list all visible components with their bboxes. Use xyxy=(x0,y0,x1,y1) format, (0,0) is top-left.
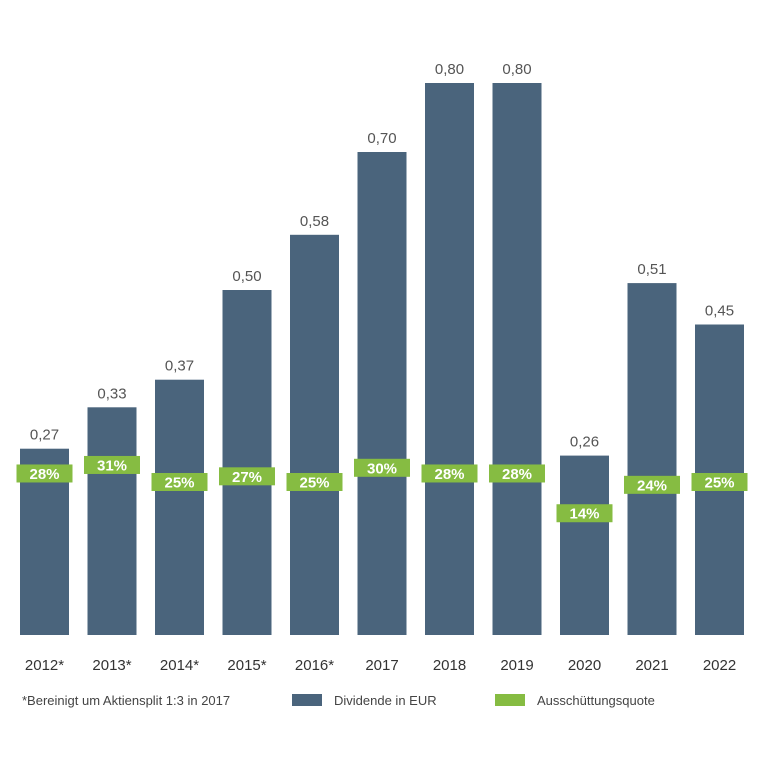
legend: *Bereinigt um Aktiensplit 1:3 in 2017 Di… xyxy=(0,690,768,714)
dividend-value-label: 0,80 xyxy=(435,61,464,78)
year-tick-label: 2013* xyxy=(92,657,131,674)
dividend-bar xyxy=(492,83,542,635)
ratio-value-label: 28% xyxy=(502,466,532,483)
year-tick-label: 2015* xyxy=(227,657,266,674)
dividend-value-label: 0,27 xyxy=(30,427,59,444)
ratio-value-label: 28% xyxy=(434,466,464,483)
ratio-badge xyxy=(489,464,545,483)
legend-dividend-label: Dividende in EUR xyxy=(334,693,437,708)
ratio-badges-layer: 28% 31% 25% 27% 25% 30% 28% 28% 14% 24% 25% xyxy=(16,455,748,523)
ratio-value-label: 25% xyxy=(704,475,734,492)
ratio-value-label: 25% xyxy=(164,475,194,492)
ratio-value-label: 14% xyxy=(569,506,599,523)
dividend-bar xyxy=(87,407,137,635)
ratio-badge xyxy=(624,475,680,494)
dividend-bar xyxy=(425,83,474,635)
dividend-value-label: 0,45 xyxy=(705,303,734,320)
ratio-badge xyxy=(691,473,748,491)
dividend-value-label: 0,26 xyxy=(570,434,599,451)
dividend-value-label: 0,51 xyxy=(637,261,666,278)
ratio-value-label: 31% xyxy=(97,457,127,474)
legend-ratio-label: Ausschüttungsquote xyxy=(537,693,655,708)
ratio-value-label: 27% xyxy=(232,469,262,486)
year-tick-label: 2022 xyxy=(703,657,736,674)
dividend-value-label: 0,33 xyxy=(97,385,126,402)
year-tick-label: 2019 xyxy=(500,657,533,674)
dividend-bar xyxy=(357,152,407,635)
dividend-value-label: 0,70 xyxy=(367,130,396,147)
year-tick-label: 2021 xyxy=(635,657,668,674)
dividend-bar xyxy=(627,283,677,635)
year-tick-label: 2020 xyxy=(568,657,601,674)
year-tick-label: 2018 xyxy=(433,657,466,674)
ratio-badge xyxy=(286,473,343,491)
dividend-bar xyxy=(222,290,272,635)
year-tick-label: 2016* xyxy=(295,657,334,674)
split-footnote: *Bereinigt um Aktiensplit 1:3 in 2017 xyxy=(22,693,231,708)
ratio-value-label: 30% xyxy=(367,460,397,477)
legend-ratio-swatch xyxy=(495,694,525,706)
ratio-badge xyxy=(151,473,208,491)
dividend-value-label: 0,80 xyxy=(502,61,531,78)
dividend-bar xyxy=(155,379,204,635)
ratio-badge xyxy=(556,504,613,523)
ratio-value-label: 25% xyxy=(299,475,329,492)
ratio-value-label: 28% xyxy=(29,466,59,483)
ratio-value-label: 24% xyxy=(637,477,667,494)
year-tick-label: 2017 xyxy=(365,657,398,674)
dividend-value-label: 0,37 xyxy=(165,358,194,375)
ratio-badge xyxy=(354,458,410,477)
legend-dividend-swatch xyxy=(292,694,322,706)
labels-layer: 0,27 2012* 0,33 2013* 0,37 2014* 0,50 2015* 0,58… xyxy=(25,61,736,674)
dividend-value-label: 0,50 xyxy=(232,268,261,285)
dividend-value-label: 0,58 xyxy=(300,213,329,230)
dividend-bar xyxy=(560,455,609,635)
ratio-badge xyxy=(16,464,73,483)
dividend-bar xyxy=(290,234,339,636)
year-tick-label: 2014* xyxy=(160,657,199,674)
ratio-badge xyxy=(421,464,478,483)
year-tick-label: 2012* xyxy=(25,657,64,674)
bars-layer xyxy=(20,83,744,636)
ratio-badge xyxy=(219,467,275,486)
ratio-badge xyxy=(84,455,140,474)
